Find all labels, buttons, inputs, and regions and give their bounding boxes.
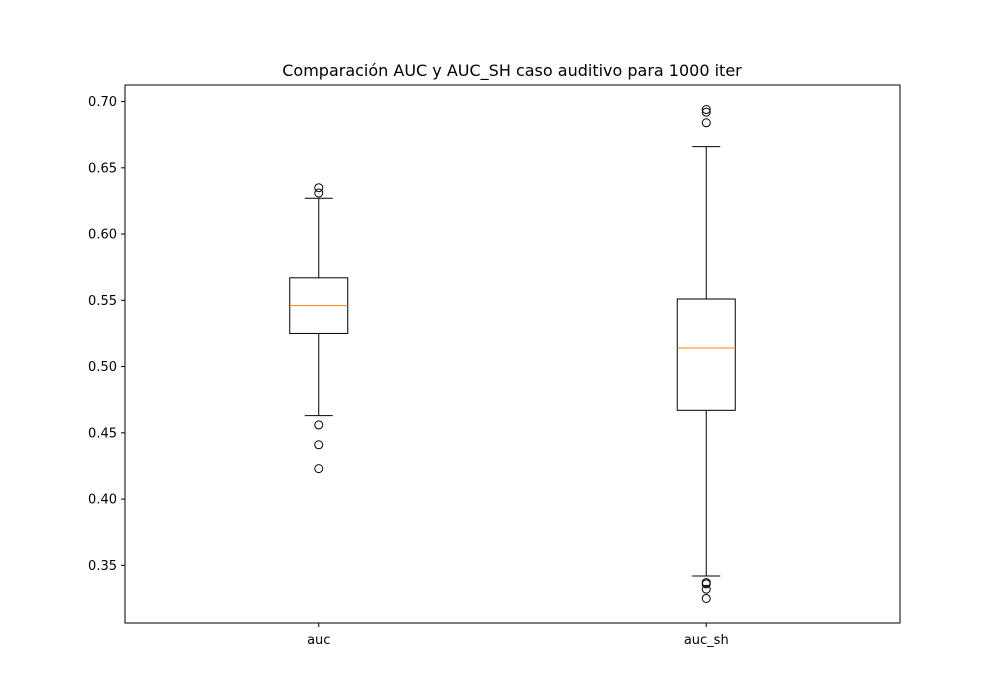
y-tick-label: 0.65 — [88, 161, 117, 176]
outlier-point — [701, 584, 711, 594]
x-tick-label: auc — [307, 633, 330, 648]
outlier-point — [701, 105, 711, 115]
outlier-point — [314, 440, 324, 450]
y-tick-label: 0.60 — [88, 228, 117, 243]
outlier-point — [701, 118, 711, 128]
y-tick-label: 0.35 — [88, 559, 117, 574]
outlier-point — [701, 578, 711, 588]
chart-title: Comparación AUC y AUC_SH caso auditivo p… — [282, 61, 742, 81]
x-tick-label: auc_sh — [684, 633, 729, 648]
outlier-point — [314, 464, 324, 474]
y-tick-label: 0.45 — [88, 426, 117, 441]
outlier-point — [314, 188, 324, 198]
y-tick-label: 0.40 — [88, 493, 117, 508]
axes-frame — [124, 84, 901, 624]
outlier-point — [701, 593, 711, 603]
outlier-point — [701, 107, 711, 117]
y-tick-label: 0.70 — [88, 95, 117, 110]
outlier-point — [314, 183, 324, 193]
outlier-point — [314, 420, 324, 430]
y-tick-label: 0.50 — [88, 360, 117, 375]
iqr-box — [676, 298, 736, 411]
plot-area: 0.35 0.40 0.45 0.50 0.55 0.60 0.65 0.70 auc auc_s… — [88, 84, 901, 648]
y-tick-label: 0.55 — [88, 294, 117, 309]
